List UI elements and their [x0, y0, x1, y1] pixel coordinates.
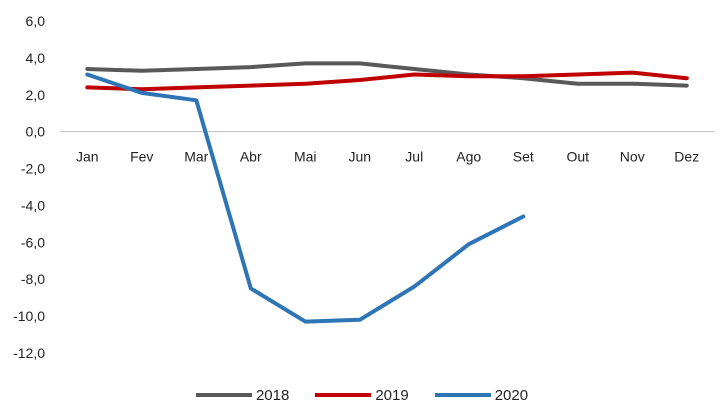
legend-swatch [315, 393, 372, 397]
series-line-2018 [85, 61, 689, 88]
x-tick-label: Ago [456, 149, 481, 165]
x-tick-label: Out [566, 149, 589, 165]
series-line-2019 [85, 70, 689, 92]
x-tick-label: Jan [76, 149, 99, 165]
legend-item-2019: 2019 [315, 386, 409, 404]
x-tick-label: Dez [674, 149, 699, 165]
y-tick-label: 4,0 [26, 50, 46, 66]
x-tick-label: Mai [294, 149, 317, 165]
x-tick-label: Jul [405, 149, 423, 165]
x-tick-label: Fev [130, 149, 153, 165]
legend-swatch [195, 393, 252, 397]
y-tick-label: 2,0 [26, 87, 46, 103]
y-tick-label: 6,0 [26, 13, 46, 29]
legend-label: 2019 [375, 386, 409, 404]
chart-plot-area: 6,0 4,0 2,0 0,0 -2,0 -4,0 -6,0 -8,0 -10,0 -12,0 J… [13, 13, 714, 361]
y-axis: 6,0 4,0 2,0 0,0 -2,0 -4,0 -6,0 -8,0 -10,0 -12,0 [13, 13, 45, 361]
y-tick-label: -8,0 [21, 271, 45, 287]
legend-item-2020: 2020 [434, 386, 529, 404]
y-tick-label: 0,0 [26, 124, 46, 140]
x-tick-label: Abr [240, 149, 262, 165]
series-line-2020 [85, 72, 526, 324]
legend-label: 2018 [255, 386, 290, 404]
y-tick-label: -12,0 [13, 345, 45, 361]
y-tick-label: -6,0 [21, 234, 45, 250]
legend-swatch [434, 393, 491, 397]
legend: 2018 2019 2020 [0, 380, 724, 410]
x-tick-label: Jun [348, 149, 371, 165]
y-tick-label: -4,0 [21, 197, 45, 213]
series-lines [85, 61, 689, 324]
y-tick-label: -2,0 [21, 161, 45, 177]
y-tick-label: -10,0 [13, 308, 45, 324]
x-tick-label: Set [513, 149, 534, 165]
x-tick-label: Mar [184, 149, 208, 165]
x-axis-tick-labels: Jan Fev Mar Abr Mai Jun Jul Ago Set Out Nov Dez [76, 149, 699, 165]
legend-item-2018: 2018 [195, 386, 290, 404]
legend-label: 2020 [494, 386, 529, 404]
x-tick-label: Nov [620, 149, 645, 165]
